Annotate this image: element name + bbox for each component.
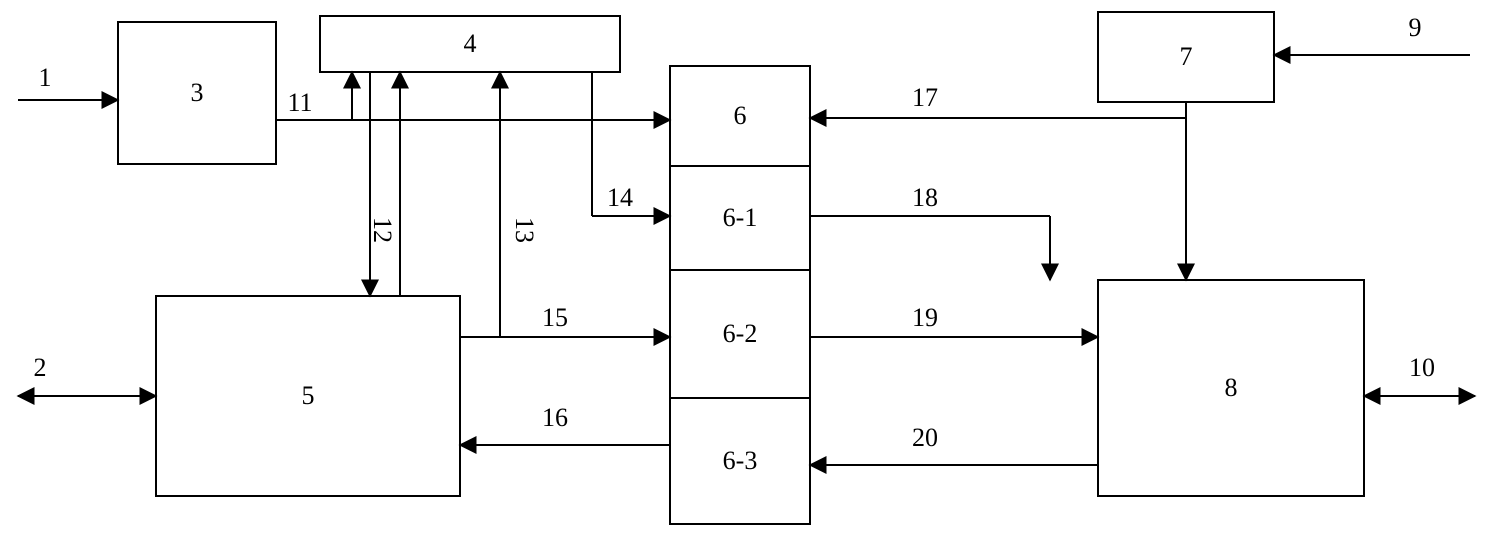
- edge-label-19: 19: [912, 303, 938, 332]
- block-label-3: 3: [191, 78, 204, 107]
- edge-label-12: 12: [368, 217, 397, 243]
- edge-label-10: 10: [1409, 353, 1435, 382]
- block-label-5: 5: [302, 381, 315, 410]
- block-label-6-2: 6-2: [723, 319, 758, 348]
- block-label-7: 7: [1180, 42, 1193, 71]
- block-label-6-3: 6-3: [723, 446, 758, 475]
- edge-label-18: 18: [912, 183, 938, 212]
- block-label-4: 4: [464, 29, 477, 58]
- block-label-8: 8: [1225, 373, 1238, 402]
- block-label-6: 6: [734, 101, 747, 130]
- edge-label-14: 14: [607, 183, 633, 212]
- block-label-6-1: 6-1: [723, 203, 758, 232]
- edge-label-13: 13: [510, 217, 539, 243]
- edge-label-9: 9: [1409, 13, 1422, 42]
- edge-label-15: 15: [542, 303, 568, 332]
- edge-label-16: 16: [542, 403, 568, 432]
- edge-label-11: 11: [287, 88, 312, 117]
- edge-label-2: 2: [34, 353, 47, 382]
- edge-label-17: 17: [912, 83, 938, 112]
- edge-label-1: 1: [39, 63, 52, 92]
- edge-label-20: 20: [912, 423, 938, 452]
- block-diagram: 34566-16-26-3781291011121314151617181920: [0, 0, 1490, 552]
